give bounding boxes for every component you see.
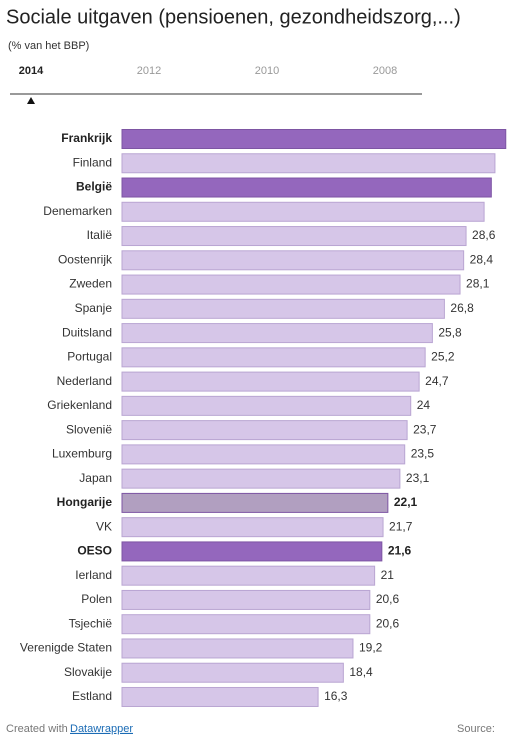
- value-label: 25,2: [431, 350, 455, 364]
- bar: [121, 177, 492, 198]
- bar: [121, 371, 420, 392]
- category-label: Slovakije: [64, 665, 112, 679]
- category-label: Spanje: [75, 301, 113, 315]
- timeline-year: 2014: [19, 65, 44, 77]
- bar: [121, 201, 485, 222]
- bar: [121, 395, 412, 416]
- bar: [121, 323, 433, 344]
- category-label: Japan: [79, 471, 112, 485]
- value-label: 20,6: [376, 592, 400, 606]
- category-label: Polen: [81, 592, 112, 606]
- bar: [121, 226, 467, 247]
- bar: [121, 420, 408, 441]
- category-label: Portugal: [67, 350, 112, 364]
- category-label: Slovenië: [66, 422, 112, 436]
- bar: [121, 517, 384, 538]
- bar: [121, 662, 344, 683]
- category-label: Frankrijk: [61, 131, 112, 145]
- footer-credit: Created with: [6, 723, 68, 735]
- category-label: VK: [96, 519, 112, 533]
- chart-subtitle: (% van het BBP): [8, 40, 89, 52]
- value-label: 28,6: [472, 228, 496, 242]
- bar: [121, 686, 319, 707]
- category-label: Duitsland: [62, 325, 112, 339]
- category-label: OESO: [77, 544, 112, 558]
- category-label: Denemarken: [43, 204, 112, 218]
- value-label: 28,4: [470, 252, 494, 266]
- value-label: 23,5: [411, 447, 435, 461]
- category-label: Griekenland: [47, 398, 112, 412]
- bar: [121, 565, 376, 586]
- timeline-pointer: [27, 97, 35, 104]
- category-label: Finland: [73, 155, 112, 169]
- value-label: 16,3: [324, 689, 348, 703]
- bar: [121, 541, 383, 562]
- bar: [121, 274, 461, 295]
- category-label: Italië: [87, 228, 113, 242]
- value-label: 21,7: [389, 519, 413, 533]
- category-label: Estland: [72, 689, 112, 703]
- bar: [121, 347, 426, 368]
- category-label: Tsjechië: [69, 616, 113, 630]
- bar: [121, 250, 465, 271]
- category-label: België: [76, 180, 112, 194]
- footer-link[interactable]: Datawrapper: [70, 723, 133, 735]
- value-label: 25,8: [438, 325, 462, 339]
- footer-source: Source:: [457, 723, 495, 735]
- bar: [121, 492, 389, 513]
- bar: [121, 298, 445, 319]
- bar: [121, 444, 406, 465]
- bar: [121, 614, 371, 635]
- value-label: 20,6: [376, 616, 400, 630]
- value-label: 23,1: [406, 471, 430, 485]
- bar: [121, 638, 354, 659]
- bar: [121, 589, 371, 610]
- bar: [121, 153, 496, 174]
- category-label: Verenigde Staten: [20, 641, 112, 655]
- value-label: 23,7: [413, 422, 437, 436]
- value-label: 19,2: [359, 641, 383, 655]
- category-label: Zweden: [69, 277, 112, 291]
- bar: [121, 129, 507, 149]
- value-label: 21: [381, 568, 395, 582]
- value-label: 28,1: [466, 277, 490, 291]
- value-label: 26,8: [450, 301, 474, 315]
- bar: [121, 468, 401, 489]
- category-label: Ierland: [75, 568, 112, 582]
- value-label: 24: [417, 398, 431, 412]
- value-label: 24,7: [425, 374, 449, 388]
- category-label: Oostenrijk: [58, 252, 113, 266]
- category-label: Luxemburg: [52, 447, 112, 461]
- value-label: 22,1: [394, 495, 418, 509]
- timeline-year: 2012: [137, 65, 161, 77]
- value-label: 18,4: [349, 665, 373, 679]
- category-label: Hongarije: [57, 495, 113, 509]
- timeline-year: 2010: [255, 65, 279, 77]
- chart-title: Sociale uitgaven (pensioenen, gezondheid…: [6, 6, 461, 28]
- category-label: Nederland: [57, 374, 112, 388]
- timeline-year: 2008: [373, 65, 397, 77]
- value-label: 21,6: [388, 544, 412, 558]
